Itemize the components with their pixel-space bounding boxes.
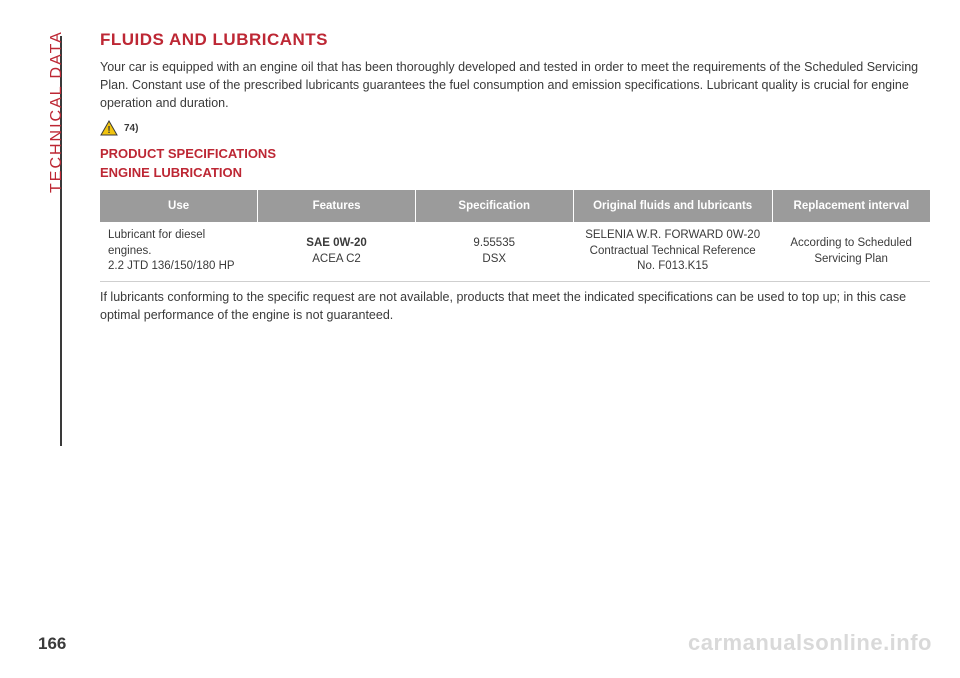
table-column-header: Use [100,190,258,222]
intro-paragraph: Your car is equipped with an engine oil … [100,58,930,112]
table-header: UseFeaturesSpecificationOriginal fluids … [100,190,930,222]
table-column-header: Original fluids and lubricants [573,190,772,222]
cell-specification: 9.55535DSX [415,222,573,281]
page-number: 166 [38,634,66,654]
warning-row: ! 74) [100,120,930,136]
svg-text:!: ! [107,125,110,136]
product-specifications-heading: PRODUCT SPECIFICATIONS [100,146,930,161]
warning-reference: 74) [124,123,138,134]
table-body: Lubricant for diesel engines.2.2 JTD 136… [100,222,930,281]
lubricants-table: UseFeaturesSpecificationOriginal fluids … [100,190,930,282]
table-column-header: Specification [415,190,573,222]
section-title: FLUIDS AND LUBRICANTS [100,30,930,50]
cell-replacement-interval: According to Scheduled Servicing Plan [772,222,930,281]
warning-icon: ! [100,120,118,136]
cell-use: Lubricant for diesel engines.2.2 JTD 136… [100,222,258,281]
table-row: Lubricant for diesel engines.2.2 JTD 136… [100,222,930,281]
watermark: carmanualsonline.info [688,630,932,656]
cell-original-fluids: SELENIA W.R. FORWARD 0W-20Contractual Te… [573,222,772,281]
table-column-header: Features [258,190,416,222]
table-column-header: Replacement interval [772,190,930,222]
footnote: If lubricants conforming to the specific… [100,288,930,324]
side-label: TECHNICAL DATA [48,30,66,193]
main-content: FLUIDS AND LUBRICANTS Your car is equipp… [100,30,930,324]
cell-features: SAE 0W-20ACEA C2 [258,222,416,281]
engine-lubrication-heading: ENGINE LUBRICATION [100,165,930,180]
